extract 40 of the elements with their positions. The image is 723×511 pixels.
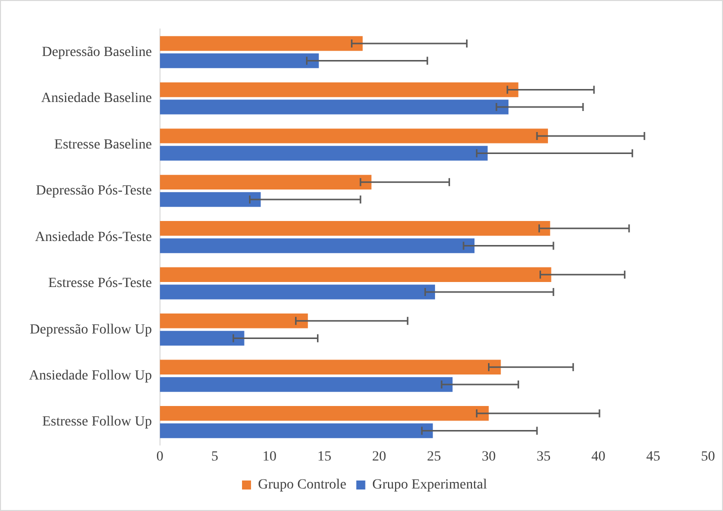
bar: [160, 377, 453, 392]
y-tick-label: Depressão Baseline: [42, 44, 152, 60]
bar: [160, 82, 518, 98]
x-tick-label: 0: [156, 449, 164, 464]
x-tick-label: 50: [701, 449, 715, 464]
bar: [160, 221, 550, 236]
y-tick-label: Ansiedade Pós-Teste: [35, 230, 152, 245]
x-tick-label: 45: [646, 449, 660, 464]
y-tick-label: Estresse Follow Up: [42, 414, 152, 430]
bar: [160, 406, 489, 421]
bar: [160, 174, 372, 190]
bar: [160, 146, 488, 161]
x-tick-label: 35: [536, 449, 551, 464]
y-tick-label: Depressão Follow Up: [30, 322, 152, 338]
x-tick-label: 20: [372, 449, 386, 464]
x-tick-label: 15: [317, 449, 332, 464]
x-tick-label: 5: [211, 449, 218, 464]
bar: [160, 53, 319, 68]
bar: [160, 100, 508, 114]
y-tick-label: Ansiedade Baseline: [41, 91, 152, 106]
x-tick-label: 10: [262, 449, 276, 464]
bar: [160, 284, 436, 300]
bar: [160, 360, 501, 375]
bar: [160, 267, 552, 282]
y-tick-label: Ansiedade Follow Up: [28, 368, 152, 384]
y-tick-label: Depressão Pós-Teste: [36, 184, 152, 199]
x-tick-label: 30: [482, 449, 496, 464]
bar: [160, 128, 548, 144]
bar: [160, 238, 474, 254]
x-tick-label: 25: [426, 449, 441, 464]
bar: [160, 192, 261, 207]
legend-label: Grupo Controle: [258, 478, 346, 493]
bar: [160, 330, 244, 346]
y-tick-label: Estresse Pós-Teste: [48, 276, 152, 292]
bar: [160, 423, 433, 438]
bar: [160, 36, 363, 51]
legend-label: Grupo Experimental: [372, 478, 488, 493]
y-tick-label: Estresse Baseline: [54, 137, 152, 152]
x-tick-label: 40: [591, 449, 606, 464]
bar: [160, 314, 308, 328]
